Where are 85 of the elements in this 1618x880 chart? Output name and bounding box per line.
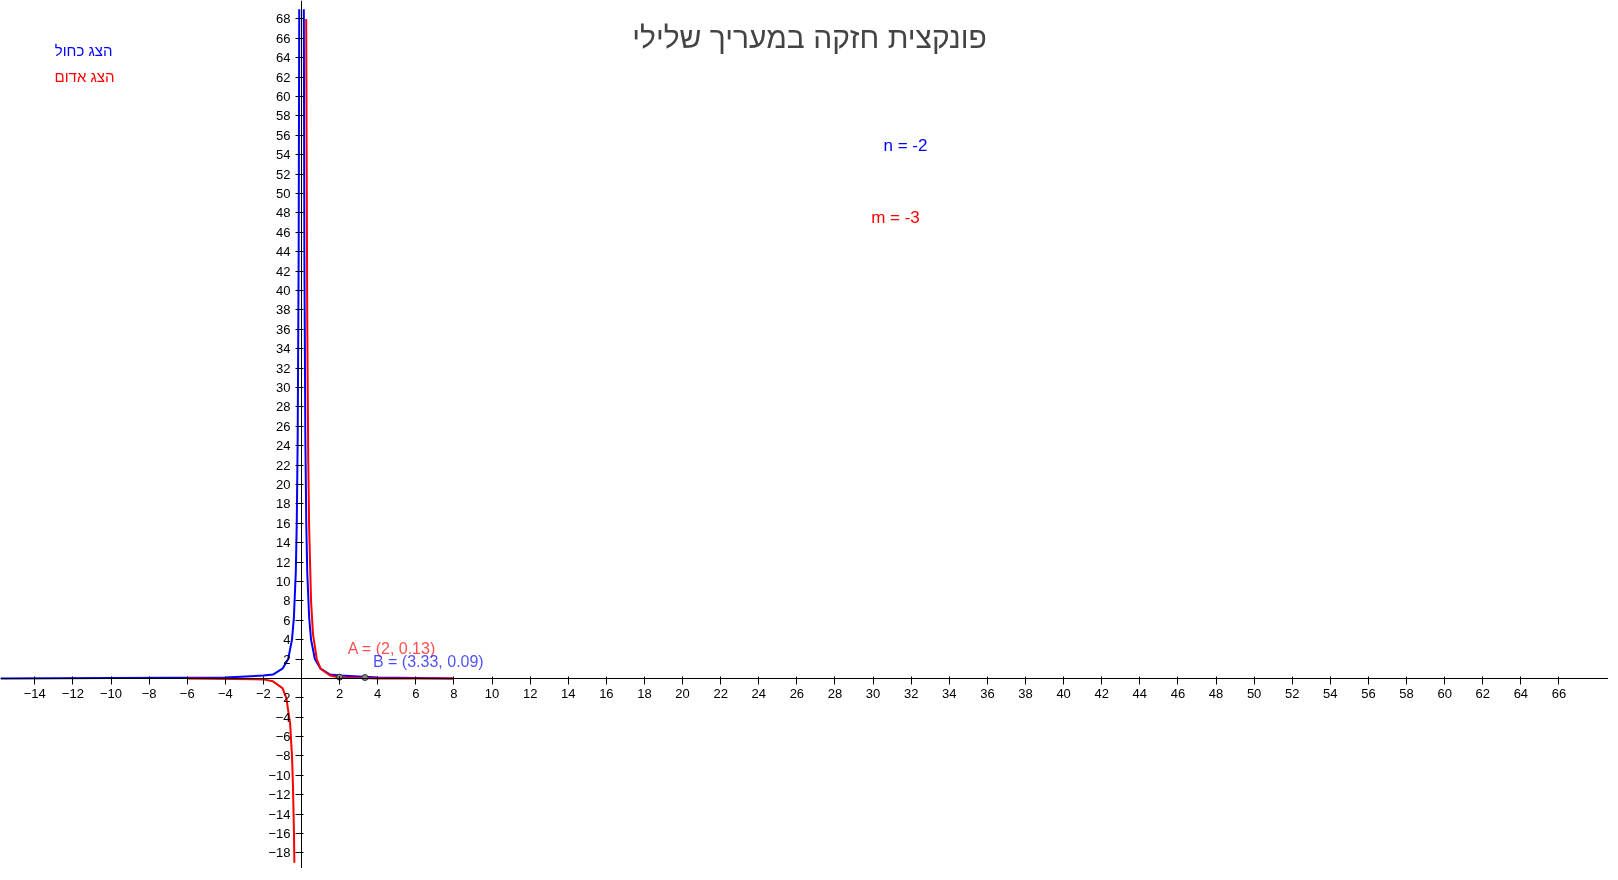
x-tick-label: 28: [827, 686, 843, 702]
y-tick-label: 16: [276, 515, 291, 531]
y-tick-label: 26: [276, 418, 291, 434]
x-tick-label: 30: [865, 686, 881, 702]
y-tick-label: 20: [276, 476, 291, 492]
x-tick-label: −12: [61, 686, 84, 702]
x-tick-label: 20: [675, 686, 690, 702]
y-tick-label: 66: [276, 30, 291, 46]
y-tick-label: 4: [283, 632, 291, 648]
y-tick-label: 30: [276, 379, 291, 395]
text: פונקצית חזקה במעריך שלילי: [632, 20, 987, 54]
y-tick-label: −18: [268, 845, 291, 861]
x-tick-label: −14: [23, 686, 46, 702]
y-tick-label: 58: [276, 108, 291, 124]
y-tick-label: 46: [276, 224, 291, 240]
x-tick-label: 58: [1399, 686, 1414, 702]
x-tick-label: 60: [1437, 686, 1452, 702]
x-tick-label: 4: [374, 686, 382, 702]
x-tick-label: 56: [1361, 686, 1376, 702]
y-tick-label: 6: [283, 612, 291, 628]
x-tick-label: 52: [1285, 686, 1300, 702]
x-tick-label: 62: [1475, 686, 1490, 702]
y-tick-label: −12: [268, 787, 291, 803]
x-tick-label: 8: [450, 686, 458, 702]
y-tick-label: 10: [276, 573, 291, 589]
annotation: הצג כחול: [54, 41, 113, 59]
y-tick-label: 14: [276, 535, 291, 551]
y-tick-label: 44: [276, 244, 291, 260]
x-tick-label: −6: [179, 686, 195, 702]
x-tick-label: 38: [1018, 686, 1033, 702]
x-tick-label: 10: [484, 686, 500, 702]
x-tick-label: 66: [1551, 686, 1567, 702]
y-tick-label: 54: [276, 147, 291, 163]
x-tick-label: 48: [1208, 686, 1224, 702]
annotation: m = -3: [871, 207, 920, 227]
y-tick-label: −10: [268, 767, 291, 783]
y-tick-label: 18: [276, 496, 291, 512]
y-tick-label: 28: [276, 399, 291, 415]
y-tick-label: 36: [276, 321, 291, 337]
x-tick-label: 6: [412, 686, 420, 702]
x-tick-label: 18: [637, 686, 652, 702]
y-tick-label: −14: [268, 806, 291, 822]
y-tick-label: 62: [276, 69, 291, 85]
x-tick-label: 22: [713, 686, 728, 702]
x-tick-label: 16: [599, 686, 614, 702]
x-tick-label: 36: [980, 686, 995, 702]
x-tick-label: 64: [1513, 686, 1529, 702]
y-tick-label: 50: [276, 186, 291, 201]
x-tick-label: 34: [942, 686, 957, 702]
x-tick-label: 2: [336, 686, 344, 702]
x-tick-label: −2: [256, 686, 271, 702]
y-tick-label: 8: [283, 593, 291, 609]
y-tick-label: 48: [276, 205, 291, 221]
x-tick-label: 54: [1323, 686, 1338, 702]
y-tick-label: 22: [276, 457, 291, 473]
x-tick-label: 50: [1246, 686, 1262, 702]
x-tick-label: 32: [903, 686, 919, 702]
x-tick-label: −4: [217, 686, 233, 702]
x-tick-label: 24: [751, 686, 767, 702]
x-tick-label: −8: [141, 686, 157, 702]
annotation: n = -2: [883, 135, 928, 155]
y-tick-label: 60: [276, 89, 291, 105]
y-tick-label: 38: [276, 302, 291, 318]
x-tick-label: −10: [99, 686, 123, 702]
y-tick-label: −6: [275, 729, 291, 745]
annotation: הצג אדום: [54, 67, 115, 85]
y-tick-label: −8: [275, 748, 291, 764]
y-tick-label: −16: [268, 826, 291, 842]
y-tick-label: 68: [276, 11, 291, 27]
y-tick-label: 32: [276, 360, 291, 376]
y-tick-label: 34: [276, 341, 291, 357]
y-tick-label: 42: [276, 263, 291, 279]
y-tick-label: 24: [276, 438, 291, 454]
y-tick-label: 52: [276, 166, 291, 182]
x-tick-label: 12: [522, 686, 538, 702]
x-tick-label: 44: [1132, 686, 1148, 702]
y-tick-label: 64: [276, 50, 291, 66]
y-tick-label: 40: [276, 282, 291, 298]
x-tick-label: 42: [1094, 686, 1109, 702]
x-tick-label: 40: [1056, 686, 1071, 702]
y-tick-label: 12: [276, 554, 291, 570]
x-tick-label: 26: [789, 686, 805, 702]
y-tick-label: 56: [276, 127, 291, 143]
x-tick-label: 46: [1170, 686, 1186, 702]
x-tick-label: 14: [561, 686, 576, 702]
